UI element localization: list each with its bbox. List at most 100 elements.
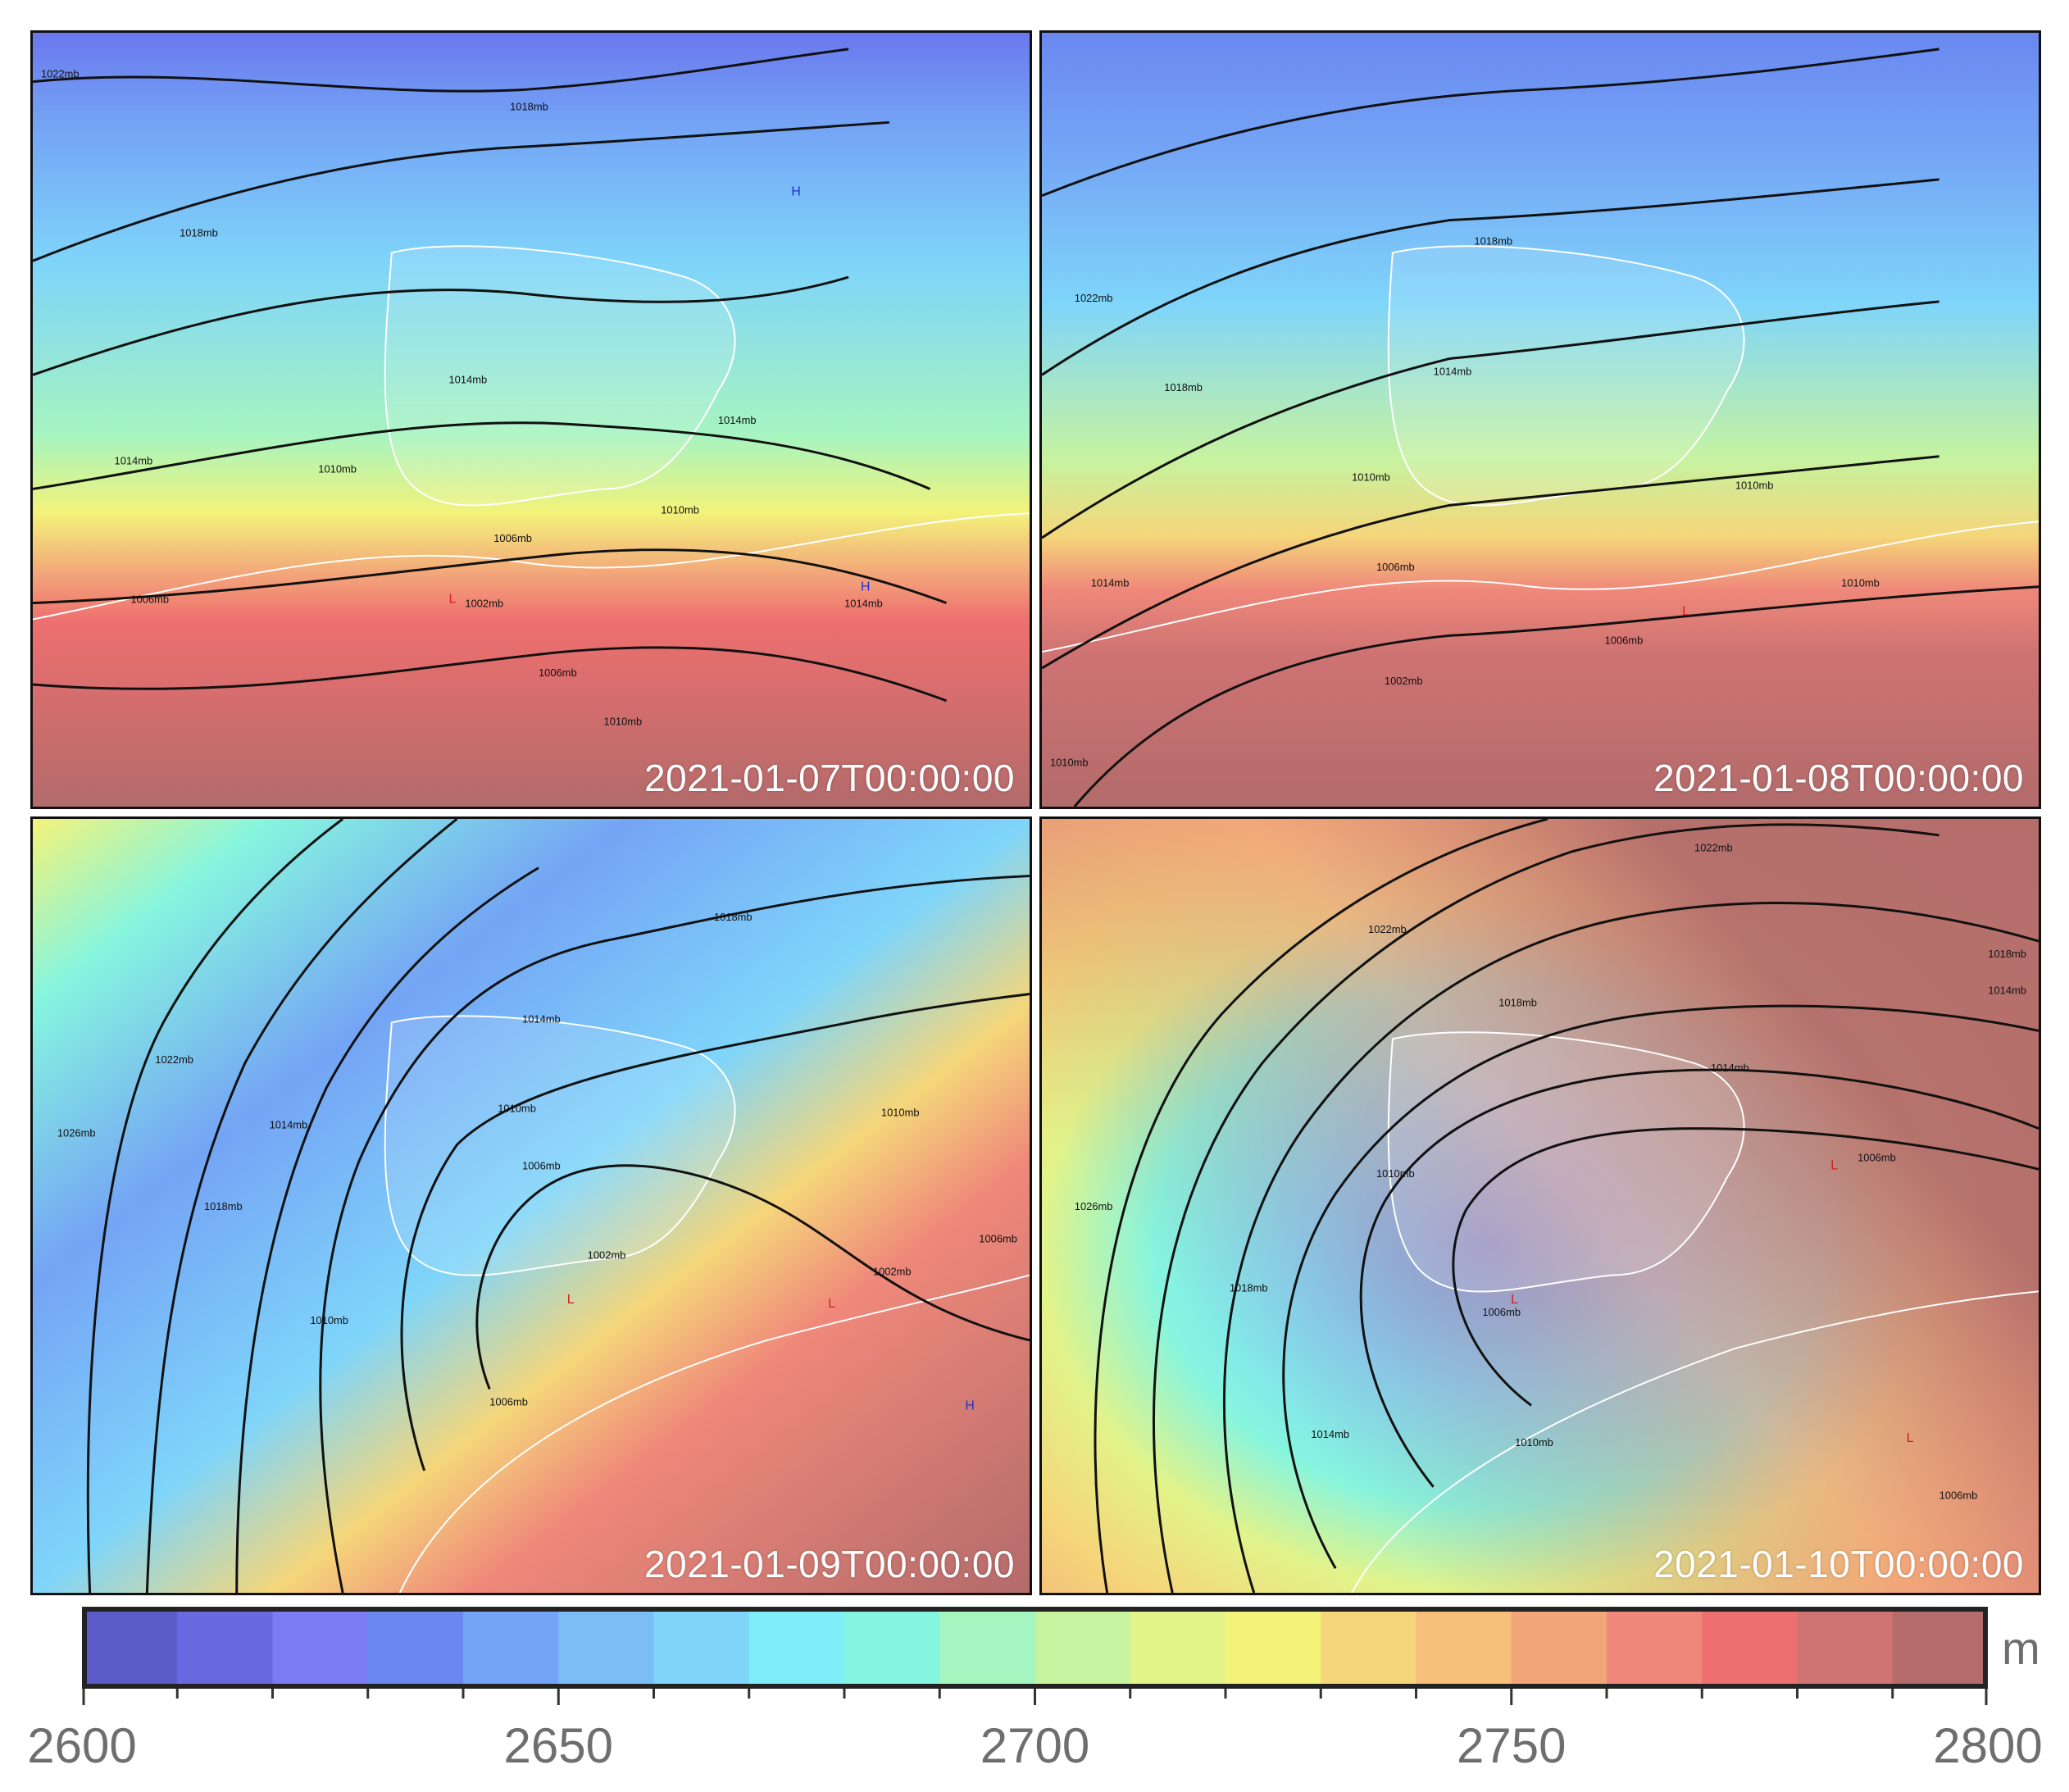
isobar-label: 1002mb [465, 598, 503, 610]
isobar-label: 1018mb [1474, 234, 1512, 247]
map-panel-1: 1022mb 1018mb 1018mb 1014mb 1014mb 1014m… [30, 30, 1032, 809]
isobar-label: 1006mb [1939, 1490, 1978, 1502]
isobar-label: 1018mb [1988, 948, 2026, 960]
isobar-label: 1014mb [1311, 1428, 1349, 1440]
isobar-label: 1022mb [1368, 923, 1407, 935]
landmass [1387, 245, 1745, 507]
isobar-label: 1006mb [522, 1159, 561, 1171]
isobar-label: 1006mb [130, 594, 169, 606]
isobar-lines [86, 819, 1030, 1593]
isobar-label: 1014mb [115, 455, 153, 467]
colorbar-bin [1416, 1607, 1512, 1689]
isobar-label: 1026mb [57, 1127, 96, 1139]
low-pressure-marker: L [1682, 604, 1689, 618]
isobar-label: 1002mb [873, 1265, 912, 1277]
isobar-label: 1006mb [1858, 1151, 1896, 1163]
isobar-label: 1010mb [1352, 471, 1390, 484]
isobar-label: 1006mb [1482, 1306, 1521, 1318]
isobar-label: 1022mb [155, 1053, 193, 1066]
isobar-label: 1010mb [1841, 577, 1880, 589]
colorbar-bin [1511, 1607, 1607, 1689]
isobar-label: 1018mb [1164, 381, 1203, 393]
coastline [1351, 1290, 2039, 1593]
colorbar-ticks [82, 1689, 1988, 1705]
low-pressure-marker: L [828, 1297, 835, 1311]
colorbar-tick-label: 2700 [980, 1718, 1090, 1773]
low-pressure-marker: L [567, 1293, 575, 1307]
isobar-label: 1010mb [1050, 756, 1089, 768]
isobar-label: 1010mb [498, 1103, 536, 1115]
map-panel-4-graphic: 1026mb 1022mb 1022mb 1018mb 1018mb 1014m… [1042, 819, 2039, 1593]
isobar-label: 1002mb [588, 1249, 626, 1262]
isobar-labels: 1026mb 1022mb 1018mb 1014mb 1010mb 1018m… [57, 911, 1017, 1408]
colorbar-bin [1797, 1607, 1894, 1689]
colorbar-bin [939, 1607, 1035, 1689]
isobar-lines [33, 48, 948, 703]
panel-timestamp: 2021-01-10T00:00:00 [1653, 1543, 2024, 1585]
isobar-label: 1010mb [881, 1107, 920, 1119]
colorbar-bin [463, 1607, 559, 1689]
colorbar-tick-label: 2600 [27, 1718, 137, 1773]
colorbar-bin [1034, 1607, 1131, 1689]
field-background [1042, 33, 2039, 807]
map-panel-4: 1026mb 1022mb 1022mb 1018mb 1018mb 1014m… [1039, 816, 2041, 1595]
isobar-label: 1018mb [510, 100, 548, 112]
isobar-label: 1014mb [522, 1012, 561, 1025]
field-background [33, 33, 1030, 807]
colorbar-bin [1702, 1607, 1798, 1689]
isobar-lines [1042, 48, 2039, 807]
landmass [384, 1015, 736, 1276]
isobar-label: 1006mb [493, 532, 532, 544]
panel-timestamp: 2021-01-07T00:00:00 [644, 757, 1015, 799]
isobar-label: 1006mb [539, 666, 577, 679]
colorbar-bin [82, 1607, 178, 1689]
isobar-labels: 1022mb 1018mb 1018mb 1014mb 1014mb 1010m… [1050, 234, 1880, 768]
low-pressure-marker: L [1830, 1158, 1838, 1172]
colorbar-bin [367, 1607, 464, 1689]
colorbar-bin [1130, 1607, 1226, 1689]
colorbar-unit: m [2002, 1622, 2040, 1674]
colorbar-bin [177, 1607, 273, 1689]
colorbar-bin [1607, 1607, 1703, 1689]
isobar-label: 1006mb [1376, 561, 1415, 573]
panel-timestamp: 2021-01-09T00:00:00 [644, 1543, 1015, 1585]
isobar-label: 1014mb [270, 1119, 308, 1131]
isobar-label: 1006mb [489, 1395, 528, 1408]
isobar-label: 1026mb [1075, 1200, 1113, 1212]
coastline [398, 1274, 1030, 1593]
panel-timestamp: 2021-01-08T00:00:00 [1653, 757, 2024, 799]
isobar-label: 1010mb [604, 716, 643, 728]
colorbar-bin [1892, 1607, 1988, 1689]
isobar-label: 1010mb [1515, 1436, 1553, 1449]
map-panel-1-graphic: 1022mb 1018mb 1018mb 1014mb 1014mb 1014m… [33, 33, 1030, 807]
isobar-label: 1018mb [1498, 997, 1537, 1009]
map-panel-2-graphic: 1022mb 1018mb 1018mb 1014mb 1014mb 1010m… [1042, 33, 2039, 807]
isobar-label: 1014mb [1091, 577, 1130, 589]
map-panel-2: 1022mb 1018mb 1018mb 1014mb 1014mb 1010m… [1039, 30, 2041, 809]
isobar-labels: 1026mb 1022mb 1022mb 1018mb 1018mb 1014m… [1075, 842, 2026, 1502]
isobar-label: 1022mb [1694, 842, 1733, 854]
isobar-label: 1014mb [718, 414, 757, 426]
isobar-label: 1006mb [979, 1233, 1017, 1245]
coastline [1042, 521, 2039, 653]
coastline [33, 512, 1030, 621]
map-panel-3-graphic: 1026mb 1022mb 1018mb 1014mb 1010mb 1018m… [33, 819, 1030, 1593]
isobar-labels: 1022mb 1018mb 1018mb 1014mb 1014mb 1014m… [41, 68, 883, 728]
isobar-label: 1014mb [448, 373, 487, 385]
isobar-label: 1010mb [1735, 479, 1774, 491]
isobar-label: 1018mb [714, 911, 753, 923]
isobar-label: 1018mb [1230, 1281, 1268, 1294]
isobar-label: 1014mb [1711, 1062, 1749, 1074]
colorbar-bin [653, 1607, 750, 1689]
isobar-label: 1010mb [1376, 1167, 1415, 1180]
low-pressure-marker: L [448, 593, 456, 607]
isobar-label: 1014mb [1988, 985, 2026, 997]
colorbar-bin [558, 1607, 654, 1689]
colorbar-bin [844, 1607, 940, 1689]
colorbar-tick-label: 2800 [1933, 1718, 2043, 1773]
colorbar-bin [1225, 1607, 1321, 1689]
colorbar-frame [82, 1607, 1988, 1689]
landmass [1387, 1031, 1745, 1293]
high-pressure-marker: H [791, 185, 801, 199]
isobar-label: 1022mb [41, 68, 80, 80]
